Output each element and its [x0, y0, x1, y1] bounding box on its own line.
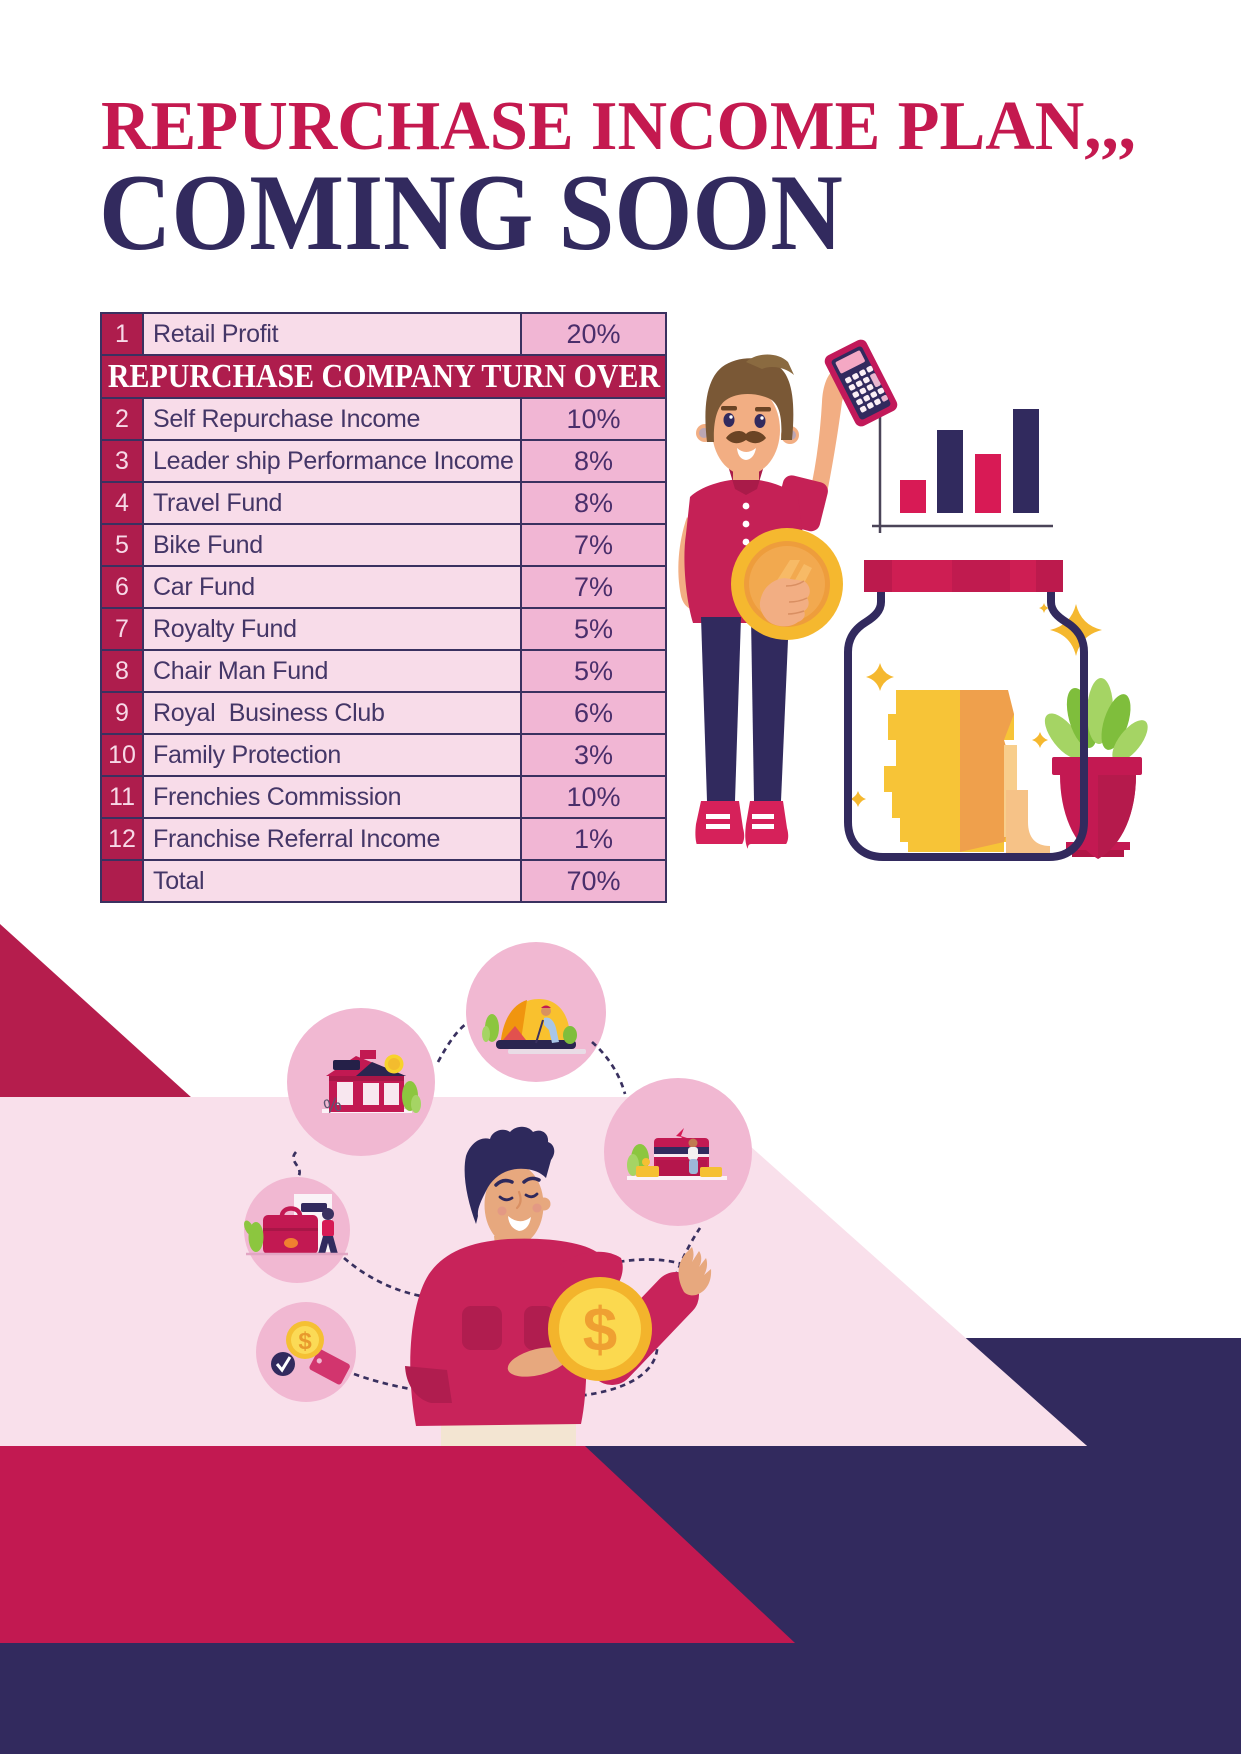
svg-text:$: $: [298, 1328, 312, 1355]
svg-text:$: $: [583, 1296, 617, 1365]
svg-text:%: %: [322, 1093, 344, 1118]
